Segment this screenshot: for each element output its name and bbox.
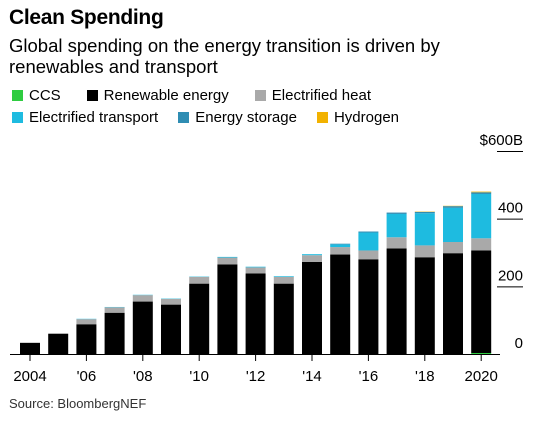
- x-tick-label-2020: 2020: [465, 368, 498, 385]
- legend-item-hydrogen: Hydrogen: [316, 108, 400, 126]
- y-tick-label-0: 0: [515, 335, 523, 352]
- legend-item-ccs: CCS: [12, 87, 61, 104]
- x-tick-label-2016: '16: [359, 368, 379, 385]
- bar-renewable-energy-2016: [358, 259, 379, 354]
- bar-renewable-energy-2015: [330, 254, 351, 354]
- bar-electrified-transport-2018: [414, 213, 435, 246]
- x-tick-label-2010: '10: [189, 368, 209, 385]
- bar-renewable-energy-2012: [245, 273, 266, 354]
- bar-electrified-heat-2010: [189, 276, 210, 284]
- bar-electrified-transport-2013: [273, 276, 294, 277]
- bar-energy-storage-2015: [330, 243, 351, 245]
- legend-row-1: CCS Renewable energy Electrified heat: [12, 84, 532, 106]
- y-tick-label-400: 400: [498, 200, 523, 217]
- bar-electrified-heat-2016: [358, 250, 379, 260]
- bar-renewable-energy-2006: [76, 324, 97, 354]
- x-tick-label-2012: '12: [246, 368, 266, 385]
- bar-renewable-energy-2008: [132, 301, 153, 354]
- bar-renewable-energy-2013: [273, 283, 294, 354]
- bar-electrified-transport-2020: [471, 193, 492, 239]
- bar-energy-storage-2016: [358, 231, 379, 233]
- bar-renewable-energy-2014: [302, 261, 322, 354]
- legend-swatch-renewable-energy: [86, 89, 98, 101]
- bar-energy-storage-2018: [414, 211, 435, 214]
- bar-electrified-heat-2006: [76, 319, 97, 325]
- x-tick-label-2008: '08: [133, 368, 153, 385]
- legend-item-renewable-energy: Renewable energy: [86, 86, 229, 104]
- bar-hydrogen-2020: [471, 191, 492, 193]
- legend-label-hydrogen: Hydrogen: [333, 108, 400, 126]
- bar-electrified-heat-2019: [443, 242, 463, 254]
- bar-electrified-heat-2012: [245, 267, 266, 274]
- bar-electrified-transport-2017: [386, 213, 407, 238]
- bar-renewable-energy-2017: [386, 248, 407, 354]
- x-tick-label-2006: '06: [77, 368, 97, 385]
- bar-renewable-energy-2018: [414, 257, 435, 354]
- y-tick-label-200: 200: [498, 267, 523, 284]
- legend-label-electrified-transport: Electrified transport: [29, 108, 159, 126]
- bar-electrified-heat-2009: [161, 298, 181, 305]
- chart-source: Source: BloombergNEF: [9, 396, 147, 411]
- bar-energy-storage-2019: [443, 206, 463, 208]
- bar-renewable-energy-2005: [48, 333, 69, 354]
- bar-electrified-heat-2007: [104, 307, 125, 313]
- chart-subtitle: Global spending on the energy transition…: [9, 35, 440, 77]
- legend-label-electrified-heat: Electrified heat: [271, 86, 371, 104]
- legend-label-ccs: CCS: [29, 86, 61, 104]
- bar-renewable-energy-2010: [189, 283, 210, 354]
- legend-swatch-electrified-heat: [254, 89, 266, 101]
- bar-renewable-energy-2007: [104, 312, 125, 354]
- bar-renewable-energy-2019: [443, 253, 463, 354]
- x-tick-label-2014: '14: [302, 368, 322, 385]
- bar-electrified-heat-2015: [330, 247, 351, 255]
- bar-renewable-energy-2020: [471, 250, 492, 353]
- bar-energy-storage-2020: [471, 192, 492, 194]
- bar-electrified-transport-2012: [245, 266, 266, 268]
- legend-swatch-energy-storage: [178, 111, 190, 123]
- legend-label-energy-storage: Energy storage: [195, 108, 297, 126]
- legend-swatch-ccs: [12, 89, 23, 101]
- legend-item-electrified-transport: Electrified transport: [12, 109, 158, 126]
- legend-item-electrified-heat: Electrified heat: [254, 86, 371, 104]
- legend-swatch-hydrogen: [316, 111, 328, 123]
- x-tick-label-2018: '18: [415, 368, 435, 385]
- legend-swatch-electrified-transport: [12, 111, 23, 123]
- bar-ccs-2020: [471, 352, 492, 354]
- bar-renewable-energy-2004: [20, 342, 40, 354]
- bar-electrified-heat-2008: [132, 295, 153, 302]
- bar-electrified-heat-2017: [386, 237, 407, 249]
- bar-electrified-heat-2020: [471, 238, 492, 251]
- y-tick-label-600: $600B: [480, 132, 523, 149]
- bar-electrified-transport-2019: [443, 207, 463, 243]
- bar-electrified-heat-2011: [217, 257, 238, 265]
- bar-electrified-transport-2015: [330, 244, 351, 248]
- bar-electrified-transport-2011: [217, 256, 238, 258]
- bar-electrified-transport-2016: [358, 232, 379, 251]
- bar-electrified-heat-2018: [414, 245, 435, 258]
- bar-electrified-heat-2014: [302, 255, 322, 262]
- legend-row-2: Electrified transport Energy storage Hyd…: [12, 106, 532, 128]
- bar-renewable-energy-2009: [161, 304, 181, 354]
- bar-renewable-energy-2011: [217, 264, 238, 354]
- bar-electrified-heat-2013: [273, 276, 294, 284]
- x-tick-label-2004: 2004: [13, 368, 46, 385]
- bar-electrified-transport-2014: [302, 254, 322, 256]
- legend-item-energy-storage: Energy storage: [178, 109, 297, 126]
- chart-title: Clean Spending: [9, 6, 164, 29]
- bar-energy-storage-2017: [386, 212, 407, 214]
- legend-label-renewable-energy: Renewable energy: [103, 86, 229, 104]
- chart-legend: CCS Renewable energy Electrified heat El…: [12, 84, 532, 128]
